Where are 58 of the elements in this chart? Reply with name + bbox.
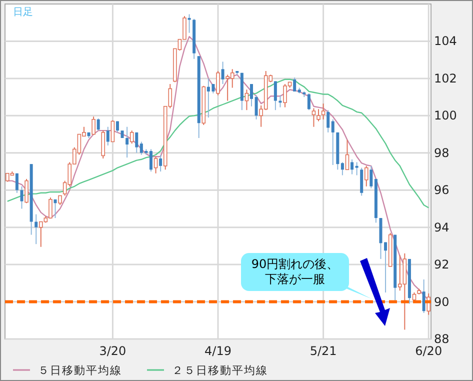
candlestick: [254, 94, 258, 120]
candlestick: [101, 130, 106, 159]
candlestick: [321, 103, 326, 120]
candlestick: [384, 242, 388, 293]
candlestick: [92, 116, 96, 135]
candlestick: [188, 14, 191, 34]
candlestick: [216, 70, 220, 96]
y-tick-label: 100: [434, 108, 457, 123]
candlestick: [340, 162, 344, 176]
candlestick: [250, 84, 254, 107]
candlestick: [34, 214, 38, 245]
x-tick-label: 6/20: [415, 344, 442, 358]
candlestick: [274, 80, 277, 111]
candlestick: [15, 172, 18, 194]
candlestick: [106, 126, 110, 146]
y-tick-label: 92: [434, 258, 450, 272]
candlestick: [20, 186, 24, 210]
x-tick-label: 3/20: [99, 344, 126, 358]
candlestick: [24, 178, 28, 204]
candlestick: [130, 130, 134, 144]
candlestick: [370, 165, 373, 189]
y-tick-label: 96: [434, 183, 450, 198]
candlestick: [149, 148, 152, 172]
candlestick: [159, 154, 162, 172]
y-tick-label: 102: [434, 71, 457, 86]
y-tick-label: 94: [434, 220, 450, 234]
candlestick: [135, 132, 138, 154]
candlestick: [58, 195, 62, 206]
candlestick: [331, 118, 334, 166]
candlestick: [293, 77, 296, 92]
y-tick-label: 98: [434, 146, 450, 160]
candlestick: [126, 126, 129, 158]
candlestick: [54, 198, 57, 219]
candlestick: [221, 61, 224, 85]
legend-label: ２５日移動平均線: [172, 364, 268, 377]
candlestick: [326, 110, 330, 133]
line-series: [6, 78, 430, 208]
candlestick: [307, 92, 310, 111]
y-tick-label: 88: [434, 332, 450, 346]
y-tick-label: 90: [434, 294, 450, 309]
annotation: 90円割れの後、下落が一服: [241, 253, 349, 291]
x-tick-label: 5/21: [310, 344, 337, 358]
candlestick: [244, 89, 249, 111]
chart-title: 日足: [13, 7, 33, 18]
candlestick: [364, 165, 368, 187]
x-tick-label: 4/19: [204, 344, 232, 358]
candlestick: [350, 158, 354, 175]
candlestick: [316, 108, 320, 122]
legend-label: ５日移動平均線: [38, 364, 122, 377]
candlestick: [110, 120, 115, 142]
candlestick: [345, 139, 350, 170]
candlestick: [96, 118, 100, 132]
candlestick: [422, 278, 426, 314]
y-tick-label: 104: [434, 34, 457, 48]
candlestick: [360, 167, 364, 196]
candlestick: [312, 108, 316, 128]
candlestick: [154, 156, 158, 174]
candlestick: [355, 162, 358, 176]
